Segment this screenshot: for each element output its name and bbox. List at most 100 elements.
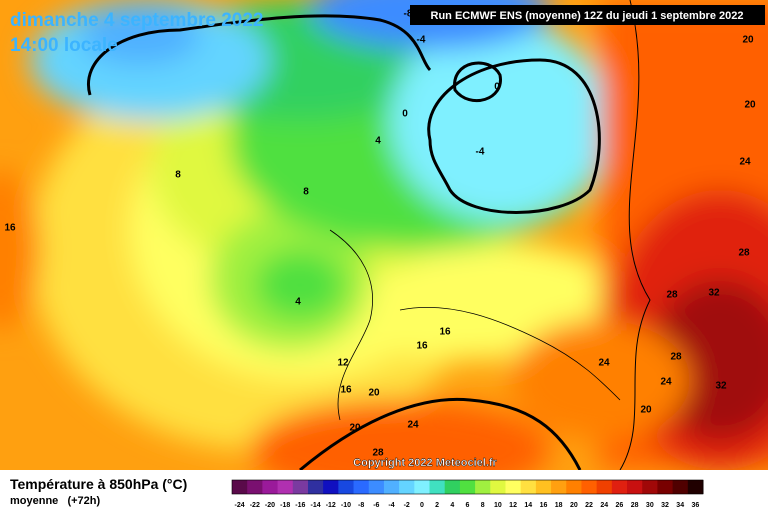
colorbar-frame [231, 479, 704, 495]
contour-label: 4 [375, 136, 381, 147]
colorbar-tick: 4 [450, 502, 454, 509]
colorbar-tick: 26 [616, 502, 624, 509]
colorbar-tick: -14 [311, 502, 321, 509]
contour-label: 8 [303, 187, 309, 198]
colorbar-cell [611, 480, 628, 494]
colorbar-tick: 18 [555, 502, 563, 509]
colorbar-cell [490, 480, 506, 494]
colorbar-tick: 34 [676, 502, 684, 509]
colorbar-tick: -20 [265, 502, 275, 509]
contour-labels: -8 -4 20 0 20 0 4 -4 24 8 8 16 28 28 32 4 16 16 28 12 24 24 32… [4, 9, 756, 459]
contour-label: 12 [337, 358, 349, 369]
contour-label: 8 [175, 170, 181, 181]
colorbar-cell [535, 480, 552, 494]
colorbar-cell [368, 480, 385, 494]
legend-title: Température à 850hPa (°C) [10, 476, 187, 492]
colorbar-tick: 36 [692, 502, 700, 509]
contour-label: 24 [407, 420, 419, 431]
date: dimanche 4 septembre 2022 [10, 10, 263, 31]
contour-label: 24 [598, 358, 610, 369]
contour-label: 32 [715, 381, 727, 392]
time: 14:00 locale [10, 35, 118, 56]
colorbar-tick: -18 [280, 502, 290, 509]
colorbar-tick: -12 [326, 502, 336, 509]
colorbar-cell [459, 480, 476, 494]
colorbar-tick: -10 [341, 502, 351, 509]
colorbar-tick: -24 [235, 502, 245, 509]
colorbar: -24 -22 -20 -18 -16 -14 -12 -10 -8 -6 -4 -2 0 2 4 6 8 10 1… [231, 479, 704, 509]
colorbar-cell [566, 480, 582, 494]
colorbar-cell [657, 480, 674, 494]
contour-label: 4 [295, 297, 301, 308]
contour-label: 16 [340, 385, 352, 396]
contour-label: 24 [739, 157, 751, 168]
colorbar-cell [505, 480, 522, 494]
colorbar-tick: 10 [494, 502, 502, 509]
colorbar-tick: 32 [661, 502, 669, 509]
colorbar-cell [672, 480, 689, 494]
colorbar-cell [429, 480, 446, 494]
colorbar-cell [247, 480, 263, 494]
colorbar-cell [596, 480, 613, 494]
run-info: Run ECMWF ENS (moyenne) 12Z du jeudi 1 s… [431, 10, 744, 22]
colorbar-tick: -8 [358, 502, 364, 509]
contour-label: 28 [666, 290, 678, 301]
contour-label: 20 [368, 388, 380, 399]
copyright: Copyright 2022 Meteociel.fr [353, 457, 497, 469]
colorbar-cell [581, 480, 598, 494]
colorbar-tick: 0 [420, 502, 424, 509]
colorbar-cell [399, 480, 415, 494]
colorbar-cell [323, 480, 339, 494]
contour-label: 24 [660, 377, 672, 388]
contour-label: 16 [416, 341, 428, 352]
colorbar-cell [520, 480, 537, 494]
colorbar-cell [383, 480, 400, 494]
colorbar-tick: 28 [631, 502, 639, 509]
colorbar-cell [475, 480, 491, 494]
colorbar-tick: -22 [250, 502, 260, 509]
run-box [410, 5, 765, 25]
colorbar-tick: 8 [481, 502, 485, 509]
colorbar-cell [627, 480, 643, 494]
contour-label: 28 [738, 248, 750, 259]
colorbar-cell [338, 480, 355, 494]
colorbar-cell [551, 480, 567, 494]
colorbar-cell [292, 480, 309, 494]
colorbar-tick: -6 [373, 502, 379, 509]
contour-label: -4 [417, 35, 426, 46]
colorbar-cell [307, 480, 324, 494]
colorbar-tick: 20 [570, 502, 578, 509]
colorbar-cell [353, 480, 370, 494]
colorbar-tick: 30 [646, 502, 654, 509]
contour-label: 0 [494, 82, 500, 93]
contour-label: 28 [372, 448, 384, 459]
colorbar-cell [414, 480, 431, 494]
colorbar-tick: 12 [509, 502, 517, 509]
colorbar-cell [444, 480, 461, 494]
contour-label: -4 [476, 147, 485, 158]
colorbar-tick: 16 [540, 502, 548, 509]
colorbar-cell [687, 480, 704, 494]
map: -8 -4 20 0 20 0 4 -4 24 8 8 16 28 28 32 4 16 16 28 12 24 24 32… [0, 0, 768, 470]
contour-label: 20 [349, 423, 361, 434]
colorbar-tick: -2 [404, 502, 410, 509]
contour-label: 28 [670, 352, 682, 363]
contour-label: 20 [640, 405, 652, 416]
colorbar-cell [277, 480, 294, 494]
legend-subtitle: moyenne (+72h) [10, 495, 101, 507]
contour-label: 20 [742, 35, 754, 46]
contour-label: 0 [402, 109, 408, 120]
colorbar-tick: 24 [600, 502, 608, 509]
colorbar-tick: 6 [466, 502, 470, 509]
contour-label: -8 [404, 9, 413, 20]
colorbar-cell [232, 480, 248, 494]
colorbar-tick: 14 [524, 502, 532, 509]
colorbar-cell [262, 480, 279, 494]
contour-label: 16 [439, 327, 451, 338]
contour-label: 20 [744, 100, 756, 111]
contour-label: 32 [708, 288, 720, 299]
contour-label: 16 [4, 223, 16, 234]
colorbar-tick: 22 [585, 502, 593, 509]
